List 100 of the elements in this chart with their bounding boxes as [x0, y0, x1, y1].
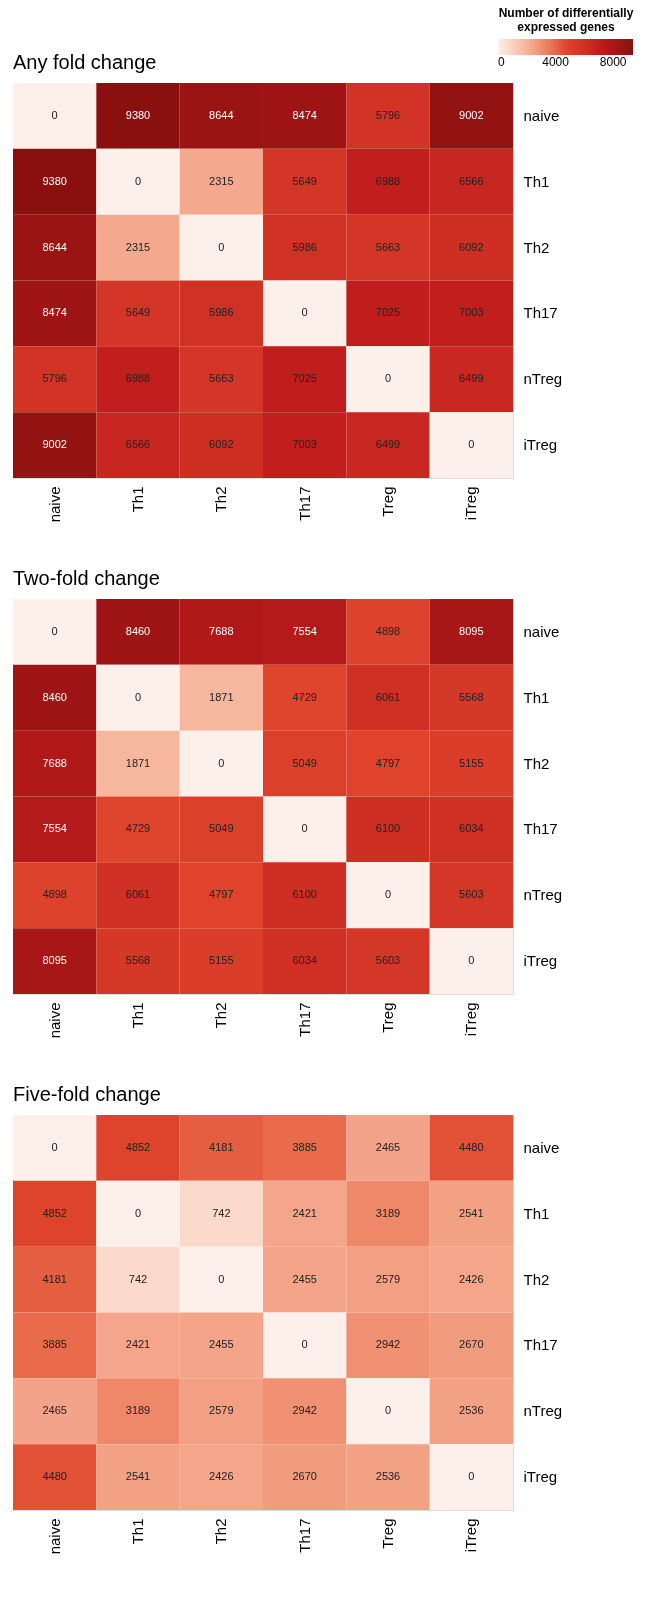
data-label: 9002 [42, 438, 67, 451]
data-label: 2579 [375, 1272, 401, 1285]
y-tick-label: Th17 [523, 1336, 558, 1354]
data-label: 7554 [292, 624, 317, 637]
data-label: 0 [218, 240, 225, 253]
data-label: 0 [51, 1140, 58, 1153]
data-label: 8095 [42, 954, 67, 967]
data-label: 6499 [375, 438, 401, 451]
data-label: 5649 [125, 306, 151, 319]
data-label: 5663 [209, 372, 234, 385]
data-label: 2541 [125, 1470, 151, 1483]
data-label: 6061 [125, 888, 151, 901]
x-tick-label: naive [45, 1002, 63, 1039]
data-label: 8474 [292, 108, 317, 121]
data-label: 4181 [209, 1140, 234, 1153]
data-label: 0 [134, 690, 142, 703]
data-label: 4852 [125, 1140, 151, 1153]
data-label: 5796 [42, 372, 67, 385]
data-label: 5649 [292, 174, 317, 187]
data-label: 8460 [42, 690, 67, 703]
data-label: 6100 [375, 822, 401, 835]
chart-title: Two-fold change [13, 567, 160, 589]
data-label: 0 [51, 108, 58, 121]
data-label: 7003 [459, 306, 484, 319]
data-label: 0 [468, 1470, 475, 1483]
data-label: 7688 [209, 624, 234, 637]
chart-title: Any fold change [13, 51, 157, 73]
data-label: 5155 [209, 954, 234, 967]
x-tick-label: Treg [379, 1518, 396, 1549]
y-tick-label: Th2 [523, 1270, 550, 1288]
x-tick-label: Th17 [295, 486, 313, 521]
y-tick-label: naive [523, 1138, 560, 1156]
y-tick-label: naive [523, 622, 560, 640]
y-tick-label: iTreg [523, 952, 558, 970]
color-bar-label: 4000 [542, 55, 570, 69]
data-label: 0 [51, 624, 58, 637]
x-tick-label: Th1 [129, 1002, 146, 1029]
data-label: 5603 [375, 954, 401, 967]
data-label: 8474 [42, 306, 67, 319]
y-tick-label: nTreg [523, 370, 563, 388]
color-bar-label: 0 [498, 55, 505, 69]
y-tick-label: Th1 [523, 688, 550, 706]
data-label: 3885 [292, 1140, 317, 1153]
data-label: 6034 [459, 822, 484, 835]
data-label: 6100 [292, 888, 317, 901]
data-label: 742 [212, 1206, 231, 1219]
x-tick-label: iTreg [462, 486, 480, 521]
data-label: 1871 [125, 756, 151, 769]
x-tick-label: Th1 [129, 1518, 146, 1545]
data-label: 2426 [209, 1470, 234, 1483]
data-label: 0 [301, 1338, 308, 1351]
data-label: 4797 [375, 756, 401, 769]
data-label: 9002 [459, 108, 484, 121]
data-label: 5603 [459, 888, 484, 901]
legend-title: Number of differentially expressed genes [498, 6, 634, 34]
data-label: 2465 [42, 1404, 67, 1417]
data-label: 0 [218, 756, 225, 769]
data-label: 2421 [125, 1338, 151, 1351]
data-label: 0 [384, 888, 392, 901]
data-label: 4181 [42, 1272, 67, 1285]
data-label: 3189 [375, 1206, 401, 1219]
y-tick-label: nTreg [523, 1402, 563, 1420]
data-label: 5568 [125, 954, 151, 967]
data-label: 5568 [459, 690, 484, 703]
data-label: 5663 [375, 240, 401, 253]
data-label: 6061 [375, 690, 401, 703]
data-label: 7688 [42, 756, 67, 769]
data-label: 5155 [459, 756, 484, 769]
data-label: 2315 [125, 240, 151, 253]
x-tick-label: naive [45, 1518, 63, 1555]
data-label: 0 [134, 174, 142, 187]
data-label: 4729 [125, 822, 151, 835]
data-label: 2426 [459, 1272, 484, 1285]
data-label: 8644 [209, 108, 234, 121]
data-label: 4898 [375, 624, 401, 637]
data-label: 6988 [125, 372, 151, 385]
x-tick-label: Th2 [212, 1518, 230, 1545]
data-label: 0 [301, 306, 308, 319]
data-label: 5049 [292, 756, 317, 769]
data-label: 8460 [125, 624, 151, 637]
data-label: 4898 [42, 888, 67, 901]
y-tick-label: Th2 [523, 238, 550, 256]
x-tick-label: iTreg [462, 1518, 480, 1553]
data-label: 7025 [292, 372, 317, 385]
x-tick-label: Treg [379, 1002, 396, 1033]
data-label: 8644 [42, 240, 67, 253]
data-label: 2315 [209, 174, 234, 187]
data-label: 0 [301, 822, 308, 835]
data-label: 0 [468, 438, 475, 451]
y-tick-label: nTreg [523, 886, 563, 904]
data-label: 6034 [292, 954, 317, 967]
data-label: 2579 [209, 1404, 234, 1417]
data-label: 2465 [375, 1140, 401, 1153]
data-label: 0 [468, 954, 475, 967]
x-tick-label: Treg [379, 486, 396, 517]
data-label: 5986 [292, 240, 317, 253]
data-label: 0 [218, 1272, 225, 1285]
x-tick-label: Th2 [212, 1002, 230, 1029]
y-tick-label: Th17 [523, 304, 558, 322]
data-label: 3885 [42, 1338, 67, 1351]
